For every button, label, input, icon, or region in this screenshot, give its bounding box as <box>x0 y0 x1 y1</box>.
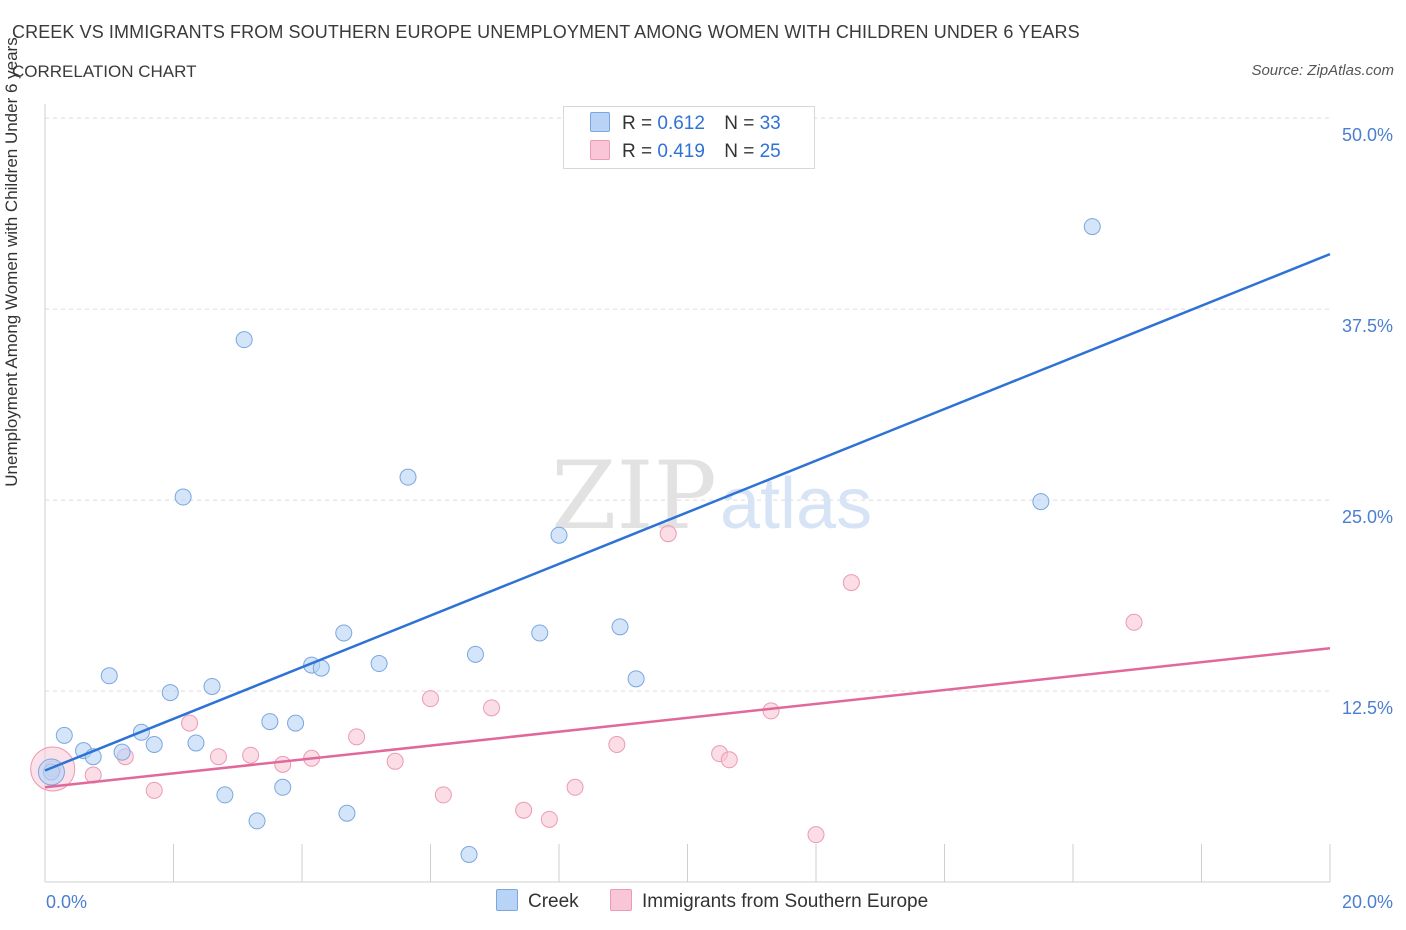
creek-point <box>174 488 192 506</box>
immigrants-point <box>434 786 452 804</box>
immigrants-point <box>842 574 860 592</box>
creek-point <box>627 670 645 688</box>
creek-point <box>274 778 292 796</box>
x-tick-label: 20.0% <box>1342 892 1393 912</box>
immigrants-point <box>209 748 227 766</box>
immigrants-point <box>566 778 584 796</box>
chart-title: CREEK VS IMMIGRANTS FROM SOUTHERN EUROPE… <box>12 22 1080 42</box>
creek-point <box>370 655 388 673</box>
creek-point <box>287 714 305 732</box>
r-label: R = <box>622 141 653 162</box>
n-label: N = <box>724 141 755 162</box>
creek-point <box>187 734 205 752</box>
creek-point <box>1083 218 1101 236</box>
immigrants-point <box>1125 613 1143 631</box>
creek-point <box>261 713 279 731</box>
creek-point <box>161 684 179 702</box>
r-label: R = <box>622 113 653 134</box>
grid-lines <box>45 117 1330 692</box>
creek-point <box>466 645 484 663</box>
legend-item-creek[interactable]: Creek <box>496 889 579 913</box>
immigrants-point <box>720 751 738 769</box>
creek-points <box>37 109 1101 864</box>
r-value-creek: 0.612 <box>657 113 705 134</box>
tick-labels: 50.0% 37.5% 25.0% 12.5% 0.0% 20.0% <box>46 125 1393 912</box>
y-tick-label: 25.0% <box>1342 507 1393 527</box>
n-value-immigrants: 25 <box>759 141 781 162</box>
creek-point <box>248 812 266 830</box>
creek-point <box>113 743 131 761</box>
immigrants-point <box>181 714 199 732</box>
n-label: N = <box>724 113 755 134</box>
creek-point <box>55 726 73 744</box>
immigrants-point <box>659 525 677 543</box>
immigrants-legend-swatch <box>610 889 632 911</box>
creek-point <box>338 804 356 822</box>
legend-label-immigrants: Immigrants from Southern Europe <box>642 891 929 912</box>
legend-item-immigrants[interactable]: Immigrants from Southern Europe <box>610 889 928 913</box>
creek-trend-line <box>44 252 1331 772</box>
chart-subtitle: CORRELATION CHART <box>12 62 197 81</box>
creek-point <box>335 624 353 642</box>
watermark-atlas: atlas <box>720 464 872 544</box>
legend-row-creek: R = 0.612 N = 33 <box>590 112 781 135</box>
creek-legend-swatch <box>496 889 518 911</box>
creek-point <box>531 624 549 642</box>
immigrants-point <box>386 752 404 770</box>
r-value-immigrants: 0.419 <box>657 141 705 162</box>
creek-point <box>611 618 629 636</box>
legend-row-immigrants: R = 0.419 N = 25 <box>590 140 781 163</box>
creek-point <box>235 331 253 349</box>
creek-point <box>1032 493 1050 511</box>
y-axis-label: Unemployment Among Women with Children U… <box>2 37 21 487</box>
legend-label-creek: Creek <box>528 891 579 912</box>
immigrants-point <box>242 746 260 764</box>
creek-point <box>460 846 478 864</box>
immigrants-point <box>807 826 825 844</box>
immigrants-point <box>145 781 163 799</box>
immigrants-point <box>762 702 780 720</box>
immigrants-point <box>608 736 626 754</box>
trend-lines <box>44 252 1331 789</box>
x-tick-label: 0.0% <box>46 892 87 912</box>
n-value-creek: 33 <box>759 113 781 134</box>
creek-point <box>145 736 163 754</box>
source-label: Source: ZipAtlas.com <box>1251 62 1394 79</box>
creek-swatch <box>590 112 610 132</box>
creek-point <box>399 468 417 486</box>
immigrants-point <box>483 699 501 717</box>
creek-point <box>216 786 234 804</box>
y-tick-label: 37.5% <box>1342 316 1393 336</box>
immigrants-point <box>540 810 558 828</box>
creek-point <box>203 677 221 695</box>
immigrants-points <box>30 525 1143 844</box>
immigrants-trend-line <box>44 647 1331 789</box>
immigrants-point <box>274 755 292 773</box>
creek-point <box>550 526 568 544</box>
y-tick-label: 50.0% <box>1342 125 1393 145</box>
axes <box>44 104 1331 883</box>
immigrants-point <box>515 801 533 819</box>
immigrants-swatch <box>590 140 610 160</box>
stats-legend: R = 0.612 N = 33 R = 0.419 N = 25 <box>563 106 815 169</box>
immigrants-point <box>348 728 366 746</box>
y-tick-label: 12.5% <box>1342 698 1393 718</box>
creek-point <box>100 667 118 685</box>
immigrants-point <box>422 690 439 708</box>
